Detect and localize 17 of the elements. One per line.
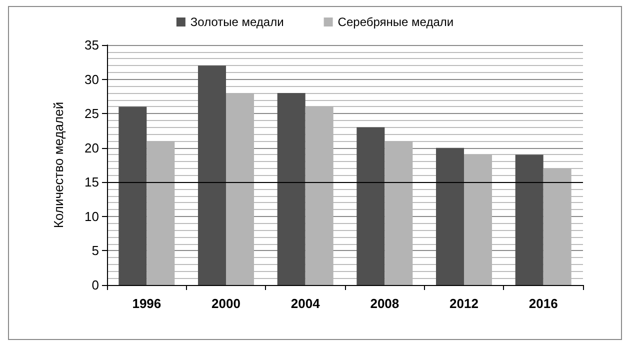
y-tick-label: 35 [84, 38, 99, 52]
y-tick-label: 30 [84, 72, 99, 87]
y-tick-label: 25 [84, 106, 99, 122]
y-tick-label: 10 [84, 208, 99, 224]
legend-label: Золотые медали [190, 15, 284, 29]
y-tick-label: 5 [92, 243, 99, 258]
x-tick-label: 2012 [450, 296, 478, 311]
x-tick-label: 2008 [370, 296, 400, 311]
x-tick-label: 2004 [290, 296, 321, 311]
y-tick-label: 0 [92, 278, 99, 292]
x-tick-label: 2000 [212, 296, 240, 311]
y-tick-label: 15 [84, 174, 99, 190]
legend-label: Серебряные медали [338, 15, 454, 29]
y-tick-label: 20 [84, 140, 99, 156]
y-axis-title: Количество медалей [51, 102, 66, 228]
x-tick-label: 2016 [528, 296, 558, 311]
x-tick-label: 1996 [132, 296, 162, 311]
